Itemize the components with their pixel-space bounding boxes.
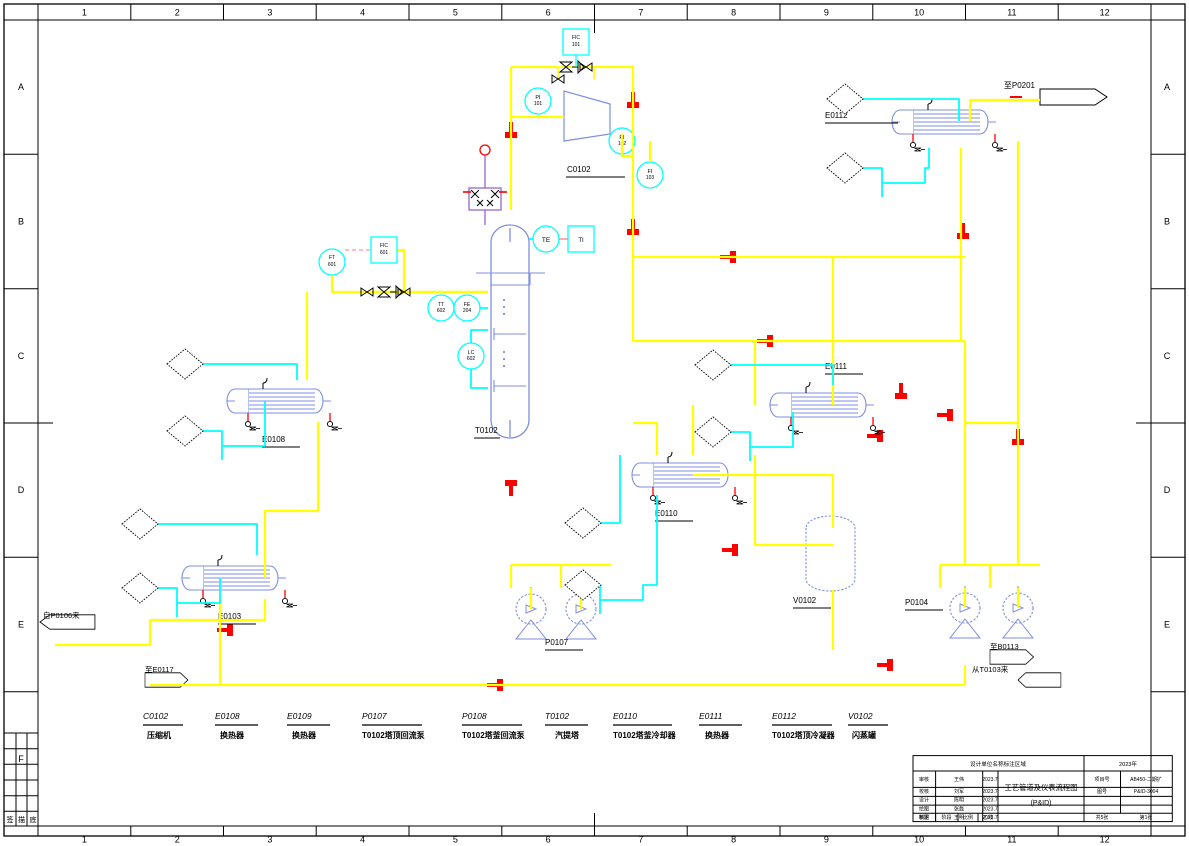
svg-text:从T0103来: 从T0103来 [972,665,1009,674]
svg-text:汽提塔: 汽提塔 [555,730,580,740]
svg-text:压缩机: 压缩机 [147,730,171,740]
svg-text:601: 601 [380,250,389,256]
svg-text:C0102: C0102 [567,165,591,174]
svg-text:101: 101 [534,101,543,107]
svg-text:T0102塔顶冷凝器: T0102塔顶冷凝器 [772,730,836,740]
svg-text:602: 602 [437,308,446,314]
svg-text:V0102: V0102 [793,596,817,605]
svg-text:E0110: E0110 [655,509,678,518]
svg-text:101: 101 [572,42,581,48]
svg-text:E0108: E0108 [215,711,240,721]
svg-text:V0102: V0102 [848,711,873,721]
svg-text:T0102塔釜冷却器: T0102塔釜冷却器 [613,730,677,740]
svg-text:换热器: 换热器 [705,730,730,740]
svg-text:T0102: T0102 [545,711,569,721]
svg-text:自P0106来: 自P0106来 [43,610,80,620]
svg-text:P0107: P0107 [362,711,387,721]
svg-text:FIC: FIC [380,243,388,249]
svg-text:204: 204 [463,308,472,314]
svg-text:E0111: E0111 [825,362,847,371]
svg-text:E0110: E0110 [613,711,637,721]
svg-text:T0102塔釜回流泵: T0102塔釜回流泵 [462,730,525,740]
svg-text:换热器: 换热器 [292,730,317,740]
svg-text:601: 601 [328,262,337,268]
svg-text:P0104: P0104 [905,598,929,607]
svg-text:至E0117: 至E0117 [145,665,174,674]
svg-text:E0109: E0109 [287,711,312,721]
svg-text:C0102: C0102 [143,711,168,721]
svg-text:FT: FT [329,255,335,261]
svg-text:至B0113: 至B0113 [990,642,1019,651]
svg-text:E0112: E0112 [772,711,796,721]
svg-text:至P0201: 至P0201 [1004,81,1036,90]
svg-text:E0111: E0111 [699,711,723,721]
svg-text:换热器: 换热器 [220,730,245,740]
svg-text:TI: TI [578,238,584,244]
svg-text:FIC: FIC [572,35,580,41]
svg-text:P0107: P0107 [545,638,569,647]
svg-text:T0102塔顶回流泵: T0102塔顶回流泵 [362,730,425,740]
svg-text:TE: TE [542,237,551,244]
svg-text:602: 602 [467,356,476,362]
svg-text:T0102: T0102 [475,426,498,435]
svg-text:P0108: P0108 [462,711,487,721]
svg-text:闪蒸罐: 闪蒸罐 [852,730,876,740]
svg-text:103: 103 [646,175,655,181]
